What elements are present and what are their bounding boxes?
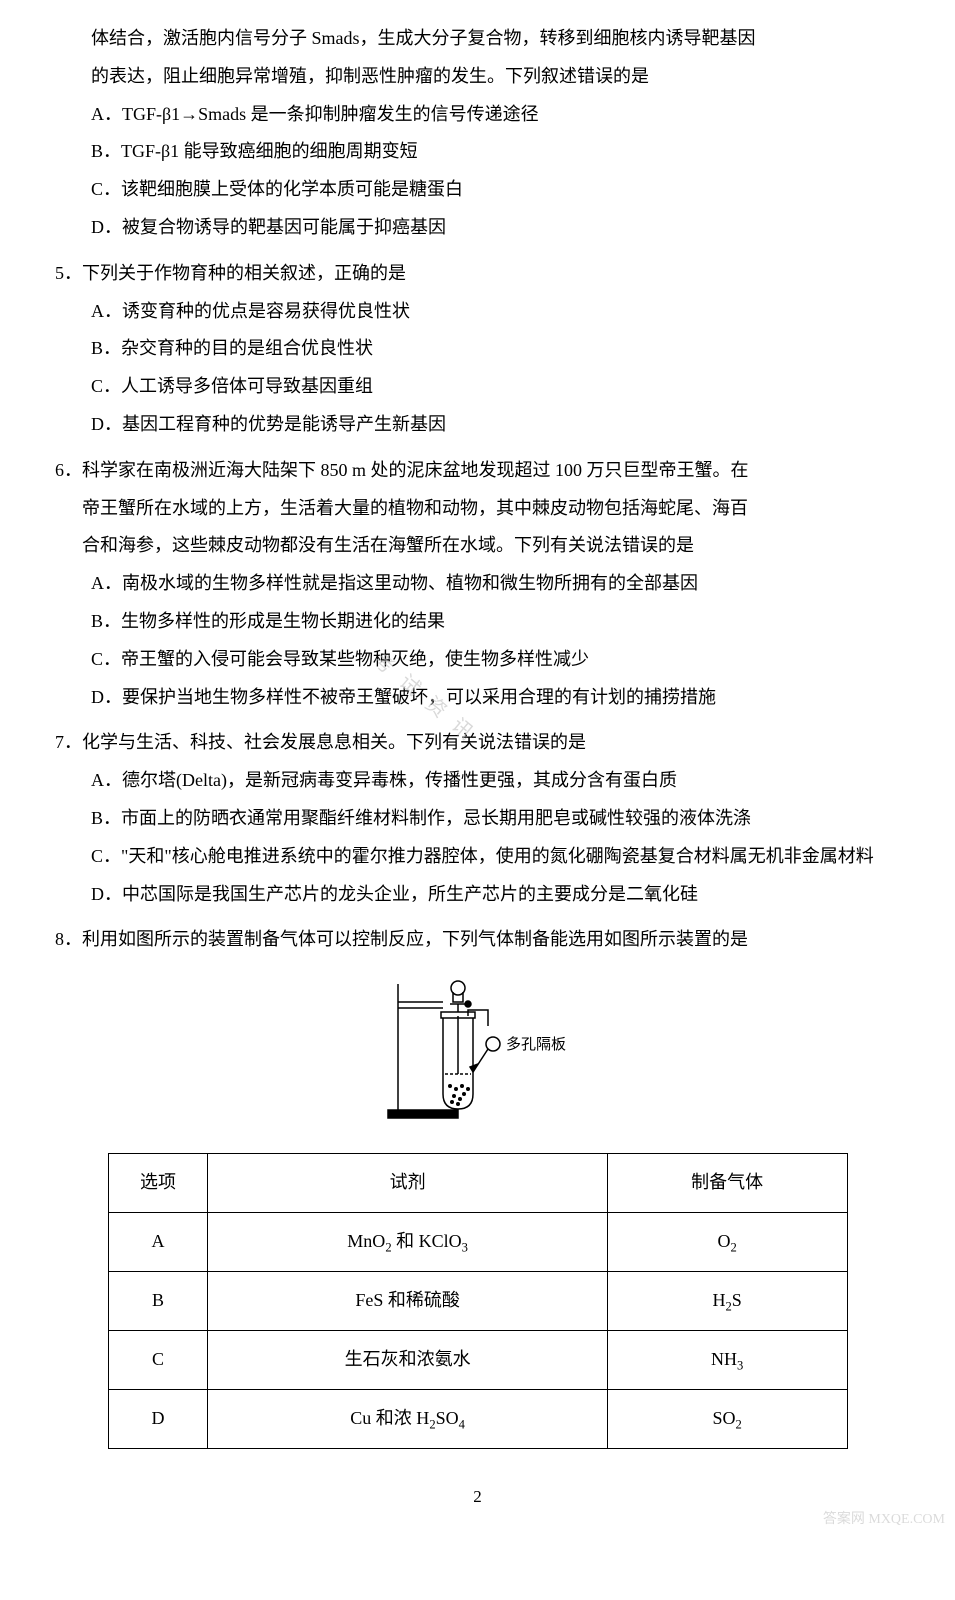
option-label: A． bbox=[91, 104, 122, 124]
option-label: B． bbox=[91, 338, 121, 358]
cell-gas: H2S bbox=[607, 1271, 847, 1330]
cell-reagent: FeS 和稀硫酸 bbox=[208, 1271, 607, 1330]
option-label: B． bbox=[91, 808, 121, 828]
q7-option-a: A．德尔塔(Delta)，是新冠病毒变异毒株，传播性更强，其成分含有蛋白质 bbox=[55, 762, 900, 800]
reagent-table: 选项 试剂 制备气体 A MnO2 和 KClO3 O2 B FeS 和稀硫酸 … bbox=[108, 1153, 848, 1449]
header-option: 选项 bbox=[108, 1153, 208, 1212]
watermark-bottom: 答案网 MXQE.COM bbox=[823, 1505, 945, 1534]
q5-option-c: C．人工诱导多倍体可导致基因重组 bbox=[55, 368, 900, 406]
option-text: 南极水域的生物多样性就是指这里动物、植物和微生物所拥有的全部基因 bbox=[122, 573, 698, 593]
q8-stem: 8．利用如图所示的装置制备气体可以控制反应，下列气体制备能选用如图所示装置的是 bbox=[55, 921, 900, 959]
question-num: 5． bbox=[55, 263, 82, 283]
header-gas: 制备气体 bbox=[607, 1153, 847, 1212]
diagram-label: 多孔隔板 bbox=[506, 1035, 566, 1053]
cell-option: B bbox=[108, 1271, 208, 1330]
option-label: B． bbox=[91, 141, 121, 161]
question-num: 6． bbox=[55, 460, 82, 480]
option-label: C． bbox=[91, 838, 121, 876]
page-number: 2 bbox=[55, 1479, 900, 1515]
q5-option-d: D．基因工程育种的优势是能诱导产生新基因 bbox=[55, 406, 900, 444]
q6-stem-line-2: 合和海参，这些棘皮动物都没有生活在海蟹所在水域。下列有关说法错误的是 bbox=[55, 527, 900, 565]
question-num: 7． bbox=[55, 732, 82, 752]
option-text: 帝王蟹的入侵可能会导致某些物种灭绝，使生物多样性减少 bbox=[121, 649, 589, 669]
q4-option-b: B．TGF-β1 能导致癌细胞的细胞周期变短 bbox=[55, 133, 900, 171]
cell-reagent: Cu 和浓 H2SO4 bbox=[208, 1389, 607, 1448]
option-text: 生物多样性的形成是生物长期进化的结果 bbox=[121, 611, 445, 631]
table-row: A MnO2 和 KClO3 O2 bbox=[108, 1212, 847, 1271]
q7-option-c: C．"天和"核心舱电推进系统中的霍尔推力器腔体，使用的氮化硼陶瓷基复合材料属无机… bbox=[55, 838, 900, 876]
option-label: D． bbox=[91, 884, 122, 904]
option-text: 基因工程育种的优势是能诱导产生新基因 bbox=[122, 414, 446, 434]
q6-option-a: A．南极水域的生物多样性就是指这里动物、植物和微生物所拥有的全部基因 bbox=[55, 565, 900, 603]
cell-gas: SO2 bbox=[607, 1389, 847, 1448]
q6-stem-line-0: 6．科学家在南极洲近海大陆架下 850 m 处的泥床盆地发现超过 100 万只巨… bbox=[55, 452, 900, 490]
q6-option-b: B．生物多样性的形成是生物长期进化的结果 bbox=[55, 603, 900, 641]
apparatus-diagram: 多孔隔板 bbox=[55, 974, 900, 1138]
option-label: C． bbox=[91, 376, 121, 396]
q6-option-d: D．要保护当地生物多样性不被帝王蟹破坏，可以采用合理的有计划的捕捞措施 bbox=[55, 679, 900, 717]
cell-option: D bbox=[108, 1389, 208, 1448]
question-text: 化学与生活、科技、社会发展息息相关。下列有关说法错误的是 bbox=[82, 732, 586, 752]
intro-line-1: 的表达，阻止细胞异常增殖，抑制恶性肿瘤的发生。下列叙述错误的是 bbox=[55, 58, 900, 96]
q5-option-b: B．杂交育种的目的是组合优良性状 bbox=[55, 330, 900, 368]
option-text: 被复合物诱导的靶基因可能属于抑癌基因 bbox=[122, 217, 446, 237]
cell-reagent: 生石灰和浓氨水 bbox=[208, 1330, 607, 1389]
option-text: 诱变育种的优点是容易获得优良性状 bbox=[122, 301, 410, 321]
option-label: C． bbox=[91, 179, 121, 199]
cell-option: A bbox=[108, 1212, 208, 1271]
q6-stem-line-1: 帝王蟹所在水域的上方，生活着大量的植物和动物，其中棘皮动物包括海蛇尾、海百 bbox=[55, 490, 900, 528]
option-label: A． bbox=[91, 770, 122, 790]
option-text: 市面上的防晒衣通常用聚酯纤维材料制作，忌长期用肥皂或碱性较强的液体洗涤 bbox=[121, 808, 751, 828]
question-text: 利用如图所示的装置制备气体可以控制反应，下列气体制备能选用如图所示装置的是 bbox=[82, 929, 748, 949]
question-text: 下列关于作物育种的相关叙述，正确的是 bbox=[82, 263, 406, 283]
q5-option-a: A．诱变育种的优点是容易获得优良性状 bbox=[55, 293, 900, 331]
q7-option-d: D．中芯国际是我国生产芯片的龙头企业，所生产芯片的主要成分是二氧化硅 bbox=[55, 876, 900, 914]
question-text: 科学家在南极洲近海大陆架下 850 m 处的泥床盆地发现超过 100 万只巨型帝… bbox=[82, 460, 749, 480]
option-text: 该靶细胞膜上受体的化学本质可能是糖蛋白 bbox=[121, 179, 463, 199]
option-label: B． bbox=[91, 611, 121, 631]
q4-option-a: A．TGF-β1→Smads 是一条抑制肿瘤发生的信号传递途径 bbox=[55, 96, 900, 134]
option-label: D． bbox=[91, 217, 122, 237]
option-label: D． bbox=[91, 687, 122, 707]
table-row: B FeS 和稀硫酸 H2S bbox=[108, 1271, 847, 1330]
table-row: C 生石灰和浓氨水 NH3 bbox=[108, 1330, 847, 1389]
option-text: 人工诱导多倍体可导致基因重组 bbox=[121, 376, 373, 396]
cell-option: C bbox=[108, 1330, 208, 1389]
option-text: "天和"核心舱电推进系统中的霍尔推力器腔体，使用的氮化硼陶瓷基复合材料属无机非金… bbox=[121, 838, 900, 876]
option-label: D． bbox=[91, 414, 122, 434]
apparatus-svg: 多孔隔板 bbox=[368, 974, 588, 1124]
option-text: TGF-β1 能导致癌细胞的细胞周期变短 bbox=[121, 141, 418, 161]
q7-option-b: B．市面上的防晒衣通常用聚酯纤维材料制作，忌长期用肥皂或碱性较强的液体洗涤 bbox=[55, 800, 900, 838]
intro-line-0: 体结合，激活胞内信号分子 Smads，生成大分子复合物，转移到细胞核内诱导靶基因 bbox=[55, 20, 900, 58]
cell-reagent: MnO2 和 KClO3 bbox=[208, 1212, 607, 1271]
table-row: D Cu 和浓 H2SO4 SO2 bbox=[108, 1389, 847, 1448]
option-text: 中芯国际是我国生产芯片的龙头企业，所生产芯片的主要成分是二氧化硅 bbox=[122, 884, 698, 904]
question-num: 8． bbox=[55, 929, 82, 949]
table-header-row: 选项 试剂 制备气体 bbox=[108, 1153, 847, 1212]
q6-option-c: C．帝王蟹的入侵可能会导致某些物种灭绝，使生物多样性减少 bbox=[55, 641, 900, 679]
q5-stem: 5．下列关于作物育种的相关叙述，正确的是 bbox=[55, 255, 900, 293]
q4-option-c: C．该靶细胞膜上受体的化学本质可能是糖蛋白 bbox=[55, 171, 900, 209]
option-text: 要保护当地生物多样性不被帝王蟹破坏，可以采用合理的有计划的捕捞措施 bbox=[122, 687, 716, 707]
option-text: TGF-β1→Smads 是一条抑制肿瘤发生的信号传递途径 bbox=[122, 104, 539, 124]
header-reagent: 试剂 bbox=[208, 1153, 607, 1212]
q4-option-d: D．被复合物诱导的靶基因可能属于抑癌基因 bbox=[55, 209, 900, 247]
option-label: C． bbox=[91, 649, 121, 669]
q7-stem: 7．化学与生活、科技、社会发展息息相关。下列有关说法错误的是 bbox=[55, 724, 900, 762]
cell-gas: O2 bbox=[607, 1212, 847, 1271]
option-text: 德尔塔(Delta)，是新冠病毒变异毒株，传播性更强，其成分含有蛋白质 bbox=[122, 770, 677, 790]
option-label: A． bbox=[91, 573, 122, 593]
option-text: 杂交育种的目的是组合优良性状 bbox=[121, 338, 373, 358]
option-label: A． bbox=[91, 301, 122, 321]
cell-gas: NH3 bbox=[607, 1330, 847, 1389]
